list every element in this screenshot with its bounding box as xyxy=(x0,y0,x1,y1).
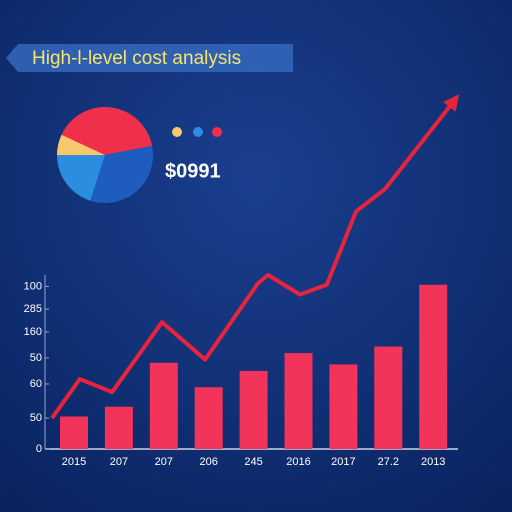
x-tick-label: 245 xyxy=(244,456,262,468)
bar xyxy=(374,346,403,449)
y-tick-label: 100 xyxy=(24,280,42,292)
x-tick-label: 2017 xyxy=(331,456,355,468)
bar xyxy=(239,370,268,449)
pie-slice xyxy=(61,107,153,155)
y-tick-label: 60 xyxy=(30,378,42,390)
bar xyxy=(194,387,223,449)
bar xyxy=(419,284,448,449)
y-tick-label: 160 xyxy=(24,326,42,338)
pie-slice xyxy=(57,155,105,201)
title-banner xyxy=(6,44,293,72)
bar xyxy=(284,353,313,449)
amount: $0991 xyxy=(165,160,221,182)
x-tick-label: 2016 xyxy=(286,456,310,468)
pie-slice xyxy=(57,134,105,156)
bar xyxy=(329,364,358,449)
x-tick-label: 207 xyxy=(155,456,173,468)
legend-dot xyxy=(172,127,182,137)
line xyxy=(50,94,460,420)
x-tick-label: 2013 xyxy=(421,456,445,468)
x-tick-label: 206 xyxy=(200,456,218,468)
pie-slice xyxy=(90,145,153,203)
x-tick-label: 207 xyxy=(110,456,128,468)
bar xyxy=(104,406,133,449)
bar xyxy=(149,362,178,449)
y-tick-label: 50 xyxy=(30,352,42,364)
legend-dot xyxy=(193,127,203,137)
x-tick-label: 2015 xyxy=(62,456,86,468)
y-tick-label: 50 xyxy=(30,412,42,424)
bar xyxy=(60,416,88,449)
x-tick-label: 27.2 xyxy=(378,456,399,468)
y-tick-label: 0 xyxy=(36,443,42,455)
y-tick-label: 285 xyxy=(24,303,42,315)
legend-dot xyxy=(212,127,222,137)
title: High-l-level cost analysis xyxy=(32,48,241,69)
